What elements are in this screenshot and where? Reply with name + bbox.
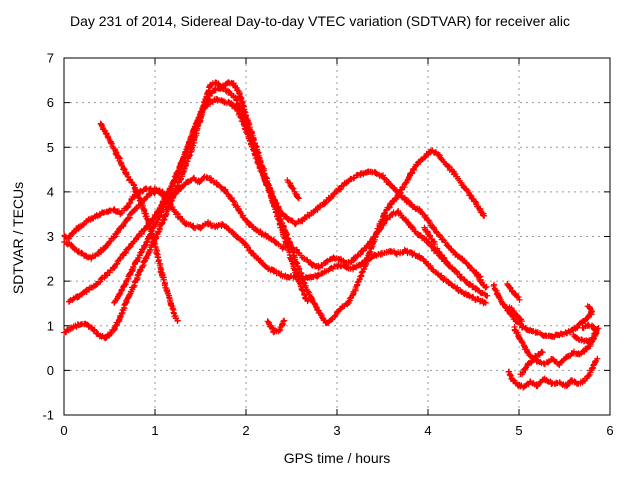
y-tick-label: 4: [47, 184, 54, 199]
trace-9-tail-low: [505, 355, 601, 391]
chart-title: Day 231 of 2014, Sidereal Day-to-day VTE…: [69, 13, 571, 29]
y-axis-label: SDTVAR / TECUs: [10, 181, 26, 295]
fragment-8-cross: [517, 348, 546, 378]
y-tick-label: 3: [47, 229, 54, 244]
fragment-5: [434, 245, 451, 267]
fragment-4: [421, 224, 438, 248]
y-tick-label: 1: [47, 318, 54, 333]
y-tick-label: -1: [42, 408, 54, 423]
trace-3-plateau: [61, 173, 491, 299]
fragment-2: [506, 304, 525, 325]
x-tick-label: 2: [242, 423, 249, 438]
fragment-1: [504, 280, 523, 303]
y-tick-label: 2: [47, 274, 54, 289]
trace-4-dip-rise: [61, 187, 489, 307]
x-tick-label: 3: [333, 423, 340, 438]
trace-6-steep-descender: [97, 120, 181, 324]
x-tick-label: 4: [424, 423, 431, 438]
fragment-7: [264, 317, 288, 336]
y-tick-label: 6: [47, 95, 54, 110]
x-tick-label: 0: [60, 423, 67, 438]
y-tick-label: 5: [47, 140, 54, 155]
x-tick-label: 5: [515, 423, 522, 438]
x-axis-label: GPS time / hours: [283, 450, 391, 466]
y-tick-label: 0: [47, 363, 54, 378]
x-tick-label: 1: [151, 423, 158, 438]
fragment-9-loop: [570, 321, 600, 346]
fragment-10-spur: [584, 303, 595, 316]
fragment-6: [284, 177, 302, 202]
x-tick-label: 6: [606, 423, 613, 438]
trace-7-tail-hook: [490, 281, 595, 340]
y-tick-label: 7: [47, 51, 54, 66]
fragment-3: [471, 269, 490, 291]
